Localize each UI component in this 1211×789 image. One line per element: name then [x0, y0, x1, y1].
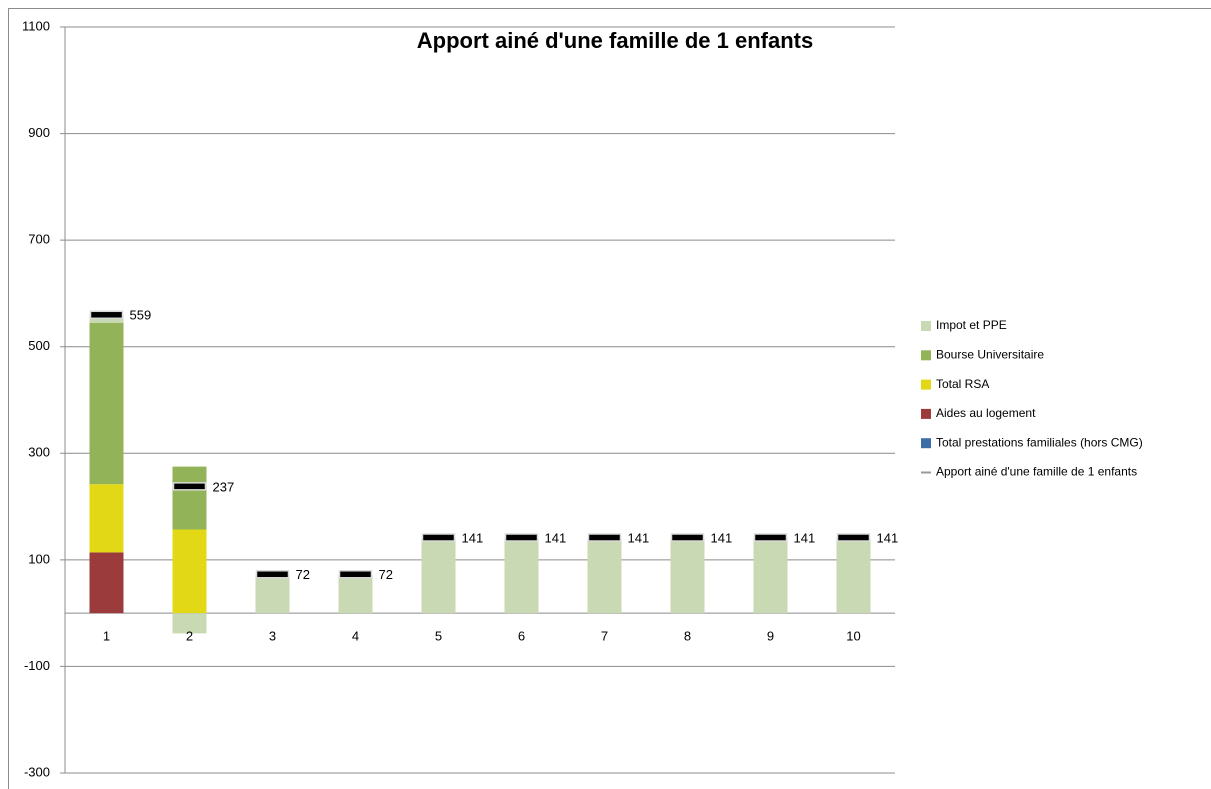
- marker: [753, 533, 788, 542]
- legend-label: Aides au logement: [936, 406, 1036, 420]
- bar-segment: [172, 529, 207, 614]
- y-tick-label: 1100: [22, 18, 50, 33]
- legend-label: Apport ainé d'une famille de 1 enfants: [936, 465, 1137, 479]
- bar-segment: [89, 552, 124, 614]
- marker: [172, 482, 207, 491]
- marker: [836, 533, 871, 542]
- marker: [670, 533, 705, 542]
- bar-segment: [89, 322, 124, 485]
- legend-swatch: [921, 350, 931, 361]
- x-tick-label: 6: [518, 628, 525, 643]
- marker: [504, 533, 539, 542]
- y-tick-label: 100: [28, 551, 50, 566]
- marker: [421, 533, 456, 542]
- chart-border: [8, 8, 1211, 789]
- x-tick-label: 4: [352, 628, 359, 643]
- x-tick-label: 3: [269, 628, 276, 643]
- legend-label: Total prestations familiales (hors CMG): [936, 435, 1143, 449]
- data-label: 559: [130, 308, 152, 323]
- data-label: 72: [379, 567, 393, 582]
- data-label: 141: [545, 530, 567, 545]
- x-tick-label: 7: [601, 628, 608, 643]
- chart-title: Apport ainé d'une famille de 1 enfants: [417, 28, 813, 53]
- bar-segment: [255, 574, 290, 614]
- legend-label: Total RSA: [936, 377, 989, 391]
- legend-label: Impot et PPE: [936, 318, 1007, 332]
- marker: [255, 570, 290, 579]
- legend-label: Bourse Universitaire: [936, 347, 1044, 361]
- x-tick-label: 2: [186, 628, 193, 643]
- data-label: 237: [213, 479, 235, 494]
- bar-segment: [753, 538, 788, 614]
- bar-segment: [504, 538, 539, 614]
- y-tick-label: 700: [28, 232, 50, 247]
- bar-segment: [172, 466, 207, 530]
- data-label: 141: [711, 530, 733, 545]
- x-tick-label: 8: [684, 628, 691, 643]
- bar-segment: [836, 538, 871, 614]
- x-tick-label: 9: [767, 628, 774, 643]
- y-tick-label: -100: [24, 658, 50, 673]
- legend-swatch: [921, 408, 931, 419]
- data-label: 141: [628, 530, 650, 545]
- x-tick-label: 5: [435, 628, 442, 643]
- y-tick-label: -300: [24, 764, 50, 779]
- data-label: 141: [462, 530, 484, 545]
- bar-segment: [421, 538, 456, 614]
- x-tick-label: 1: [103, 628, 110, 643]
- y-tick-label: 300: [28, 445, 50, 460]
- legend-swatch: [921, 321, 931, 331]
- bar-segment: [670, 538, 705, 614]
- legend-swatch: [921, 438, 931, 449]
- y-tick-label: 900: [28, 125, 50, 140]
- y-tick-label: 500: [28, 338, 50, 353]
- bar-segment: [89, 484, 124, 553]
- marker: [338, 570, 373, 579]
- bar-segment: [587, 538, 622, 614]
- bar-segment: [172, 613, 207, 634]
- data-label: 141: [794, 530, 816, 545]
- legend-swatch: [921, 379, 931, 390]
- data-label: 141: [877, 530, 899, 545]
- bar-segment: [338, 574, 373, 614]
- x-tick-label: 10: [846, 628, 860, 643]
- data-label: 72: [296, 567, 310, 582]
- marker: [89, 310, 124, 320]
- marker: [587, 533, 622, 542]
